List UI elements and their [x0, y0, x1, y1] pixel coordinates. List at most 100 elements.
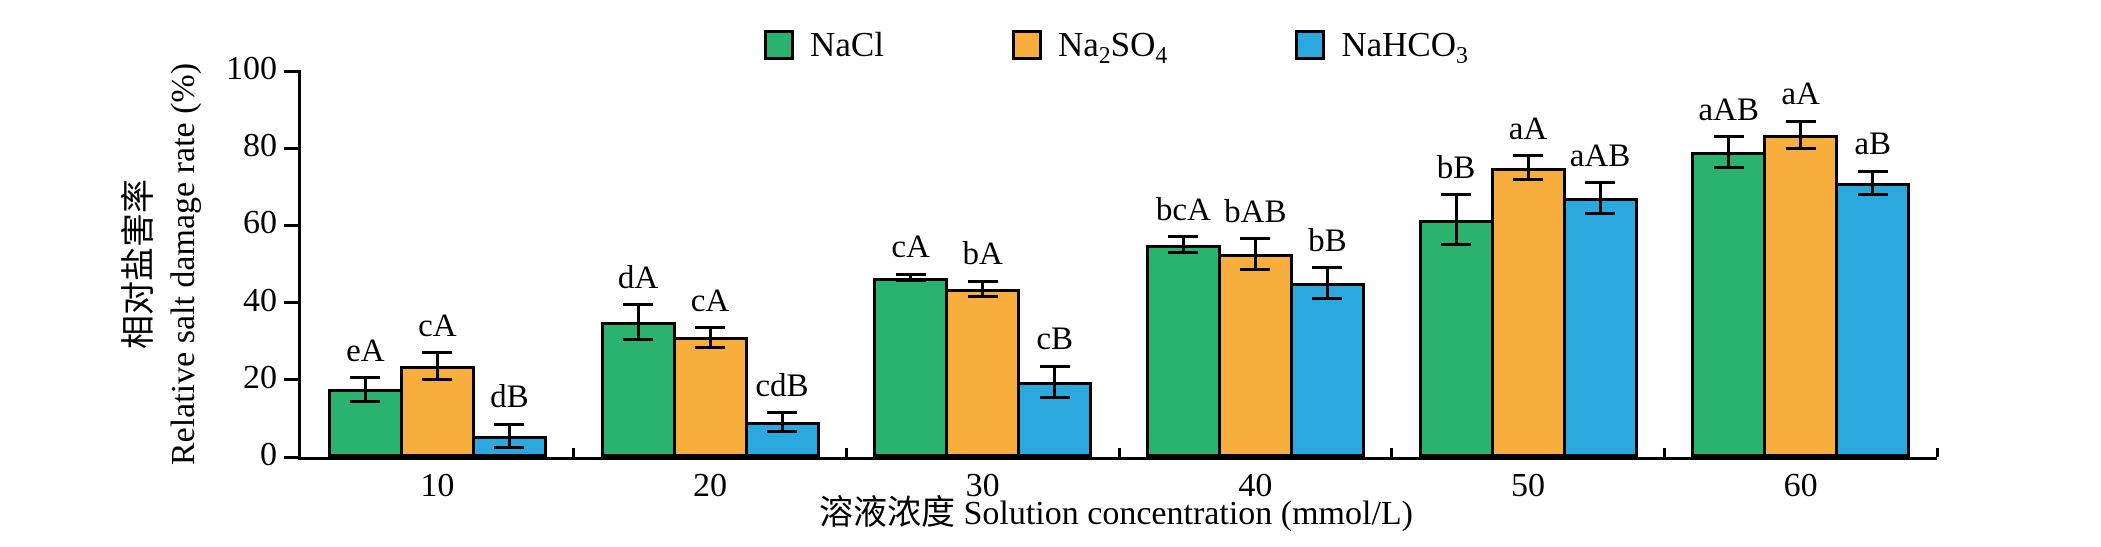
x-category-label-40: 40 — [1238, 467, 1273, 504]
y-tick-0 — [284, 455, 301, 459]
bar-Na2SO4-40 — [1217, 254, 1293, 457]
y-tick-label-80: 80 — [243, 127, 277, 165]
error-cap-bottom-NaHCO3-40 — [1312, 297, 1343, 301]
error-bar-NaCl-40 — [1181, 236, 1185, 253]
error-cap-bottom-Na2SO4-60 — [1785, 146, 1816, 150]
error-cap-top-Na2SO4-60 — [1785, 119, 1816, 123]
error-cap-bottom-Na2SO4-30 — [967, 295, 998, 299]
legend-item-Na2SO4: Na2SO4 — [1011, 25, 1168, 69]
error-cap-top-NaHCO3-60 — [1857, 169, 1888, 173]
sig-label-NaHCO3-10: dB — [490, 379, 529, 416]
error-cap-bottom-NaHCO3-60 — [1857, 193, 1888, 197]
legend-label-NaHCO3: NaHCO3 — [1341, 25, 1468, 69]
error-cap-top-Na2SO4-40 — [1240, 237, 1271, 241]
sig-label-NaCl-30: cA — [891, 229, 930, 266]
sig-label-NaCl-10: eA — [346, 332, 385, 369]
y-tick-20 — [284, 378, 301, 382]
sig-label-NaHCO3-50: aAB — [1569, 137, 1631, 174]
error-cap-bottom-NaHCO3-30 — [1039, 395, 1070, 399]
legend-label-Na2SO4: Na2SO4 — [1057, 25, 1168, 69]
error-cap-top-Na2SO4-20 — [695, 326, 725, 330]
legend-item-NaCl: NaCl — [764, 25, 884, 65]
error-cap-top-NaHCO3-20 — [767, 411, 797, 415]
x-boundary-tick-4 — [1390, 448, 1394, 457]
bar-Na2SO4-10 — [399, 366, 475, 457]
x-boundary-tick-5 — [1662, 448, 1666, 457]
error-bar-NaCl-60 — [1727, 136, 1731, 168]
y-tick-80 — [284, 146, 301, 150]
error-bar-NaCl-20 — [636, 304, 640, 340]
x-category-label-60: 60 — [1783, 467, 1818, 504]
legend-item-NaHCO3: NaHCO3 — [1295, 25, 1468, 69]
sig-label-NaCl-60: aAB — [1698, 91, 1759, 128]
error-bar-Na2SO4-40 — [1253, 238, 1257, 270]
error-bar-Na2SO4-50 — [1526, 155, 1530, 180]
error-cap-bottom-NaHCO3-20 — [767, 430, 797, 434]
error-bar-NaCl-10 — [363, 377, 367, 402]
sig-label-Na2SO4-40: bAB — [1224, 193, 1287, 230]
error-cap-bottom-NaCl-10 — [350, 399, 381, 403]
legend-swatch-NaCl — [764, 30, 795, 60]
error-cap-top-NaCl-20 — [623, 303, 653, 307]
y-axis-label-zh: 相对盐害率 — [121, 179, 158, 350]
plot-area: 0 20 40 60 80 100 10 20 30 40 50 60 eA dA cA bcA bB aAB cA… — [226, 52, 1939, 503]
error-cap-top-NaHCO3-40 — [1312, 266, 1343, 270]
sig-label-Na2SO4-60: aA — [1781, 76, 1820, 113]
error-bar-Na2SO4-30 — [981, 281, 985, 297]
error-cap-bottom-Na2SO4-20 — [695, 345, 725, 349]
y-tick-label-0: 0 — [260, 436, 277, 473]
x-boundary-tick-2 — [844, 448, 848, 457]
error-cap-top-NaCl-40 — [1168, 235, 1199, 239]
error-cap-bottom-NaCl-20 — [623, 337, 653, 341]
bar-NaCl-30 — [873, 277, 949, 457]
bar-Na2SO4-20 — [672, 337, 748, 457]
error-cap-top-Na2SO4-30 — [967, 279, 998, 283]
error-cap-bottom-NaCl-40 — [1168, 250, 1199, 254]
x-axis-label: 溶液浓度 Solution concentration (mmol/L) — [819, 495, 1413, 532]
bar-NaHCO3-50 — [1562, 198, 1638, 457]
error-cap-bottom-Na2SO4-50 — [1513, 177, 1543, 181]
error-bar-NaCl-30 — [909, 274, 913, 281]
x-boundary-tick-6 — [1935, 448, 1939, 457]
bar-NaCl-60 — [1691, 152, 1767, 457]
error-cap-bottom-NaCl-60 — [1713, 166, 1744, 169]
bar-NaHCO3-60 — [1835, 182, 1911, 457]
legend-label-NaCl: NaCl — [810, 25, 884, 64]
error-bar-Na2SO4-20 — [708, 327, 712, 347]
x-boundary-tick-3 — [1117, 448, 1121, 457]
error-cap-top-Na2SO4-50 — [1513, 154, 1543, 158]
legend-swatch-NaHCO3 — [1295, 30, 1326, 60]
bar-NaCl-50 — [1418, 219, 1494, 457]
x-category-label-20: 20 — [693, 467, 727, 504]
error-cap-top-NaHCO3-30 — [1039, 364, 1070, 368]
bar-Na2SO4-60 — [1763, 134, 1839, 457]
y-tick-40 — [284, 301, 301, 305]
error-bar-Na2SO4-10 — [435, 352, 439, 380]
y-tick-label-60: 60 — [243, 204, 277, 242]
error-cap-top-NaCl-50 — [1441, 193, 1471, 197]
bar-Na2SO4-30 — [945, 289, 1021, 457]
error-bar-NaHCO3-50 — [1598, 182, 1602, 214]
sig-label-NaHCO3-20: cdB — [755, 367, 809, 404]
error-cap-bottom-NaCl-50 — [1441, 243, 1471, 247]
sig-label-Na2SO4-30: bA — [962, 236, 1003, 273]
error-cap-top-NaHCO3-50 — [1585, 181, 1615, 185]
error-cap-bottom-NaHCO3-10 — [494, 445, 525, 449]
error-bar-Na2SO4-60 — [1799, 121, 1803, 149]
x-category-label-10: 10 — [420, 467, 455, 504]
bar-NaCl-20 — [600, 321, 676, 457]
bar-NaCl-10 — [327, 389, 403, 457]
error-bar-NaCl-50 — [1454, 194, 1458, 245]
y-tick-label-40: 40 — [243, 281, 277, 319]
error-cap-bottom-NaHCO3-50 — [1585, 212, 1615, 216]
error-cap-bottom-Na2SO4-40 — [1240, 268, 1271, 272]
x-category-label-30: 30 — [965, 467, 1000, 504]
error-bar-NaHCO3-10 — [507, 424, 511, 448]
y-tick-60 — [284, 223, 301, 227]
error-bar-NaHCO3-60 — [1871, 171, 1875, 195]
error-cap-top-NaHCO3-10 — [494, 422, 525, 426]
y-tick-label-100: 100 — [226, 50, 277, 87]
sig-label-NaCl-40: bcA — [1155, 191, 1211, 228]
error-bar-NaHCO3-20 — [780, 412, 784, 432]
